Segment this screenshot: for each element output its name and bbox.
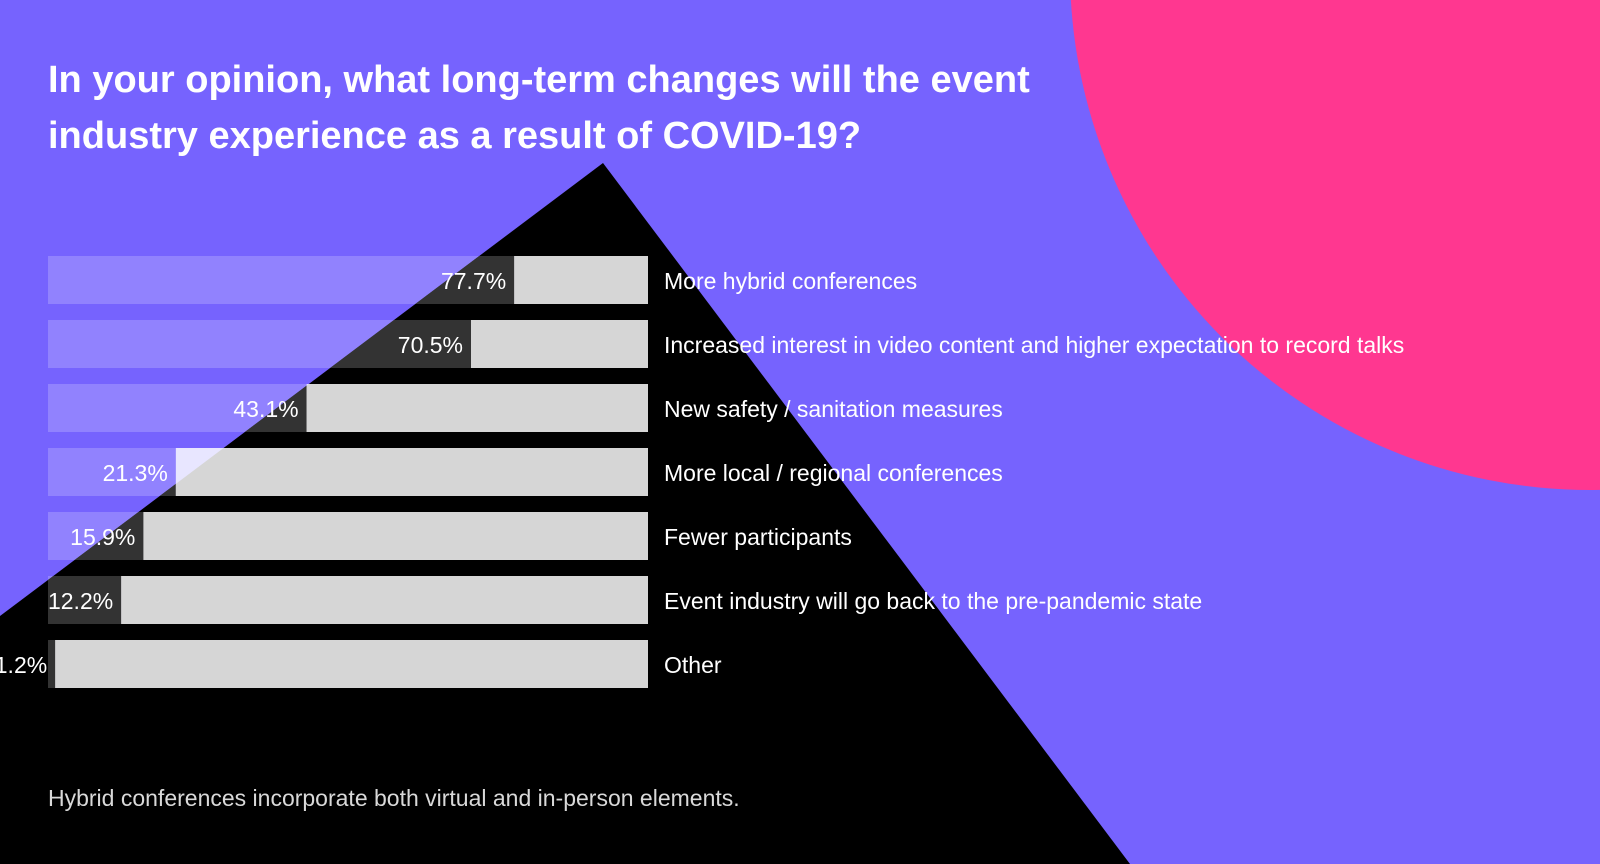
bar-value-label: 12.2% (48, 588, 113, 614)
bar-value-dark-segment (48, 576, 122, 624)
category-label: New safety / sanitation measures (664, 396, 1003, 422)
bar-value-label: 70.5% (398, 332, 463, 358)
bar-value-dark-segment (48, 640, 56, 688)
bar-value-label: 21.3% (103, 460, 168, 486)
footnote: Hybrid conferences incorporate both virt… (48, 785, 740, 811)
bar-remainder-dark-segment (514, 256, 648, 304)
category-label: Event industry will go back to the pre-p… (664, 588, 1202, 614)
bar-value-label: 77.7% (441, 268, 506, 294)
chart-title: In your opinion, what long-term changes … (48, 59, 1030, 157)
bar-remainder-dark-segment (175, 448, 649, 496)
category-label: Fewer participants (664, 524, 852, 550)
bar-remainder-dark-segment (143, 512, 648, 560)
bar-remainder-dark-segment (121, 576, 648, 624)
category-label: Other (664, 652, 722, 678)
category-label: Increased interest in video content and … (664, 332, 1404, 358)
bar-remainder-dark-segment (471, 320, 648, 368)
bar-value-label: 1.2% (0, 652, 47, 678)
bar-remainder-dark-segment (306, 384, 648, 432)
category-label: More hybrid conferences (664, 268, 917, 294)
bar-value-label: 43.1% (233, 396, 298, 422)
bar-value-label: 15.9% (70, 524, 135, 550)
bar-remainder-dark-segment (55, 640, 648, 688)
pink-circle (1071, 0, 1600, 490)
category-label: More local / regional conferences (664, 460, 1003, 486)
bar-value (48, 448, 176, 496)
